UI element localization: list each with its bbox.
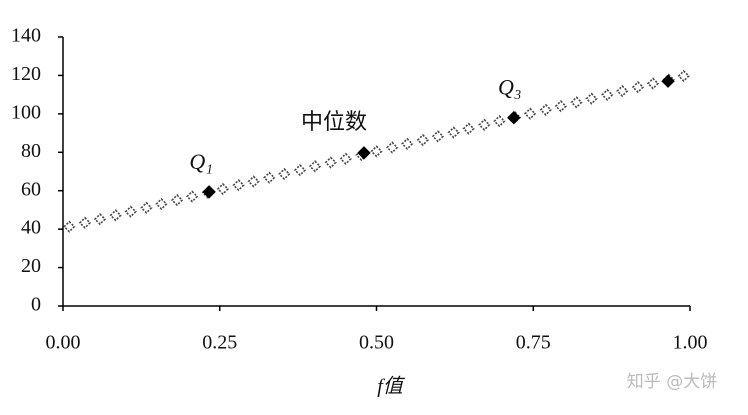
annotation: Q₁: [189, 149, 213, 174]
marker-open: [339, 152, 352, 165]
marker-open: [324, 156, 337, 169]
marker-open: [293, 164, 307, 177]
marker-open: [616, 84, 629, 98]
marker-open: [216, 182, 230, 196]
marker-open: [278, 167, 291, 181]
marker-open: [401, 137, 414, 150]
marker-open: [601, 88, 614, 101]
marker-open: [63, 220, 76, 233]
y-tick-label: 120: [11, 63, 41, 85]
marker-open: [493, 115, 506, 128]
watermark: 知乎 @大饼: [627, 372, 717, 392]
marker-filled: [661, 74, 675, 88]
y-tick-label: 0: [31, 294, 41, 316]
x-axis-label: f值: [377, 376, 406, 398]
x-tick-label: 0.00: [46, 332, 81, 354]
marker-open: [585, 92, 598, 105]
y-tick-label: 20: [21, 255, 41, 277]
marker-open: [263, 171, 276, 184]
marker-open: [677, 69, 690, 83]
marker-open: [554, 100, 567, 113]
marker-open: [570, 96, 583, 109]
marker-open: [140, 201, 153, 214]
marker-filled: [357, 146, 371, 160]
y-tick-label: 40: [21, 217, 41, 239]
marker-open: [124, 205, 137, 218]
marker-filled: [202, 185, 216, 199]
marker-open: [631, 81, 645, 94]
annotation: Q₃: [498, 75, 522, 100]
marker-open: [539, 103, 552, 116]
marker-filled: [507, 110, 521, 125]
marker-open: [78, 216, 92, 229]
marker-open: [431, 130, 445, 143]
marker-open: [170, 193, 184, 207]
marker-open: [247, 175, 260, 188]
marker-open: [462, 122, 475, 135]
annotation: 中位数: [301, 110, 367, 135]
y-tick-label: 100: [11, 101, 41, 123]
marker-open: [370, 145, 383, 158]
marker-open: [416, 133, 430, 147]
marker-open: [646, 77, 660, 90]
marker-open: [232, 179, 245, 192]
x-tick-label: 1.00: [673, 332, 708, 354]
y-tick-label: 140: [11, 25, 41, 47]
y-tick-label: 80: [21, 140, 41, 162]
marker-open: [478, 118, 491, 131]
marker-open: [447, 126, 460, 139]
marker-open: [186, 190, 199, 203]
x-tick-label: 0.25: [202, 332, 237, 354]
marker-open: [523, 107, 537, 120]
marker-open: [308, 160, 322, 173]
x-tick-label: 0.75: [516, 332, 551, 354]
marker-open: [93, 213, 107, 226]
marker-open: [109, 209, 122, 222]
marker-open: [155, 197, 168, 211]
y-tick-label: 60: [21, 178, 41, 200]
x-tick-label: 0.50: [359, 332, 394, 354]
marker-open: [386, 141, 399, 154]
